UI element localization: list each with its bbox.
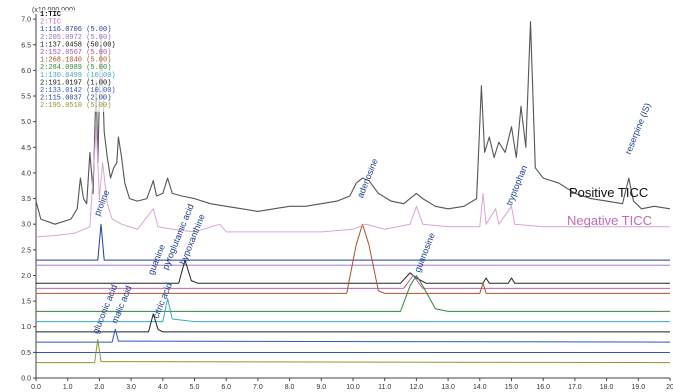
x-tick-label: 11.0 [378,384,391,391]
legend-entry: 1:268.1040 (5.00) [40,57,111,65]
x-tick-label: 4.0 [158,384,168,391]
series-line-negative-ticc [35,126,670,238]
legend-entry: 2:133.0142 (10.00) [40,87,116,95]
y-tick-label: 5.5 [21,94,31,101]
x-tick-label: 9.0 [316,384,326,391]
y-tick-label: 0.5 [21,350,31,357]
x-tick-label: 18.0 [600,384,614,391]
x-tick-label: 8.0 [285,384,295,391]
x-tick-label: 3.0 [126,384,136,391]
peak-annotation: guanosine [412,231,437,273]
x-tick-label: 0.0 [31,384,41,391]
series-line-2-195-0510 [36,339,671,364]
x-tick-label: 10.0 [346,384,360,391]
x-tick-label: 17.0 [568,384,582,391]
x-tick-label: 6.0 [221,384,231,391]
legend-entry: 2:284.0989 (5.00) [40,64,111,72]
x-tick-label: 19.0 [631,384,645,391]
x-tick-label: 5.0 [190,384,200,391]
legend-entry: 2:115.0037 (2.00) [40,95,111,103]
x-tick-label: 1.0 [63,384,73,391]
x-tick-label: 2.0 [95,384,105,391]
peak-annotation: proline [92,188,111,217]
series-line-1-268-1040 [36,223,670,294]
x-tick-label: 13.0 [441,384,455,391]
x-tick-label: 14.0 [473,384,487,391]
x-tick-label: 16.0 [536,384,550,391]
series-line-2-191-0197 [36,313,670,333]
legend-entry: 2:191.0197 (1.00) [40,79,111,87]
y-tick-label: 0.0 [21,376,31,383]
peak-annotation: citric acid [151,281,174,320]
legend-entry: 1:TIC [40,11,61,19]
legend-entry: 2:205.0972 (5.00) [40,34,111,42]
y-tick-label: 2.5 [21,247,31,254]
legend-entry: 2:TIC [40,19,61,27]
y-tick-label: 1.0 [21,324,31,331]
y-tick-label: 6.0 [21,68,31,75]
y-tick-label: 4.5 [21,145,31,152]
legend-entry: 2:152.0567 (5.00) [40,49,111,57]
peak-annotation: tryptophan [504,164,529,207]
legend-entry: 1:130.0499 (10.00) [40,72,116,80]
series-line-2-133-0142 [36,328,671,343]
y-tick-label: 7.0 [21,17,31,24]
y-tick-label: 3.5 [21,196,31,203]
series-line-1-137-0458 [36,259,670,284]
series-line-1-130-0499 [36,298,670,323]
series-line-1-116-0706 [36,223,670,261]
y-tick-label: 5.0 [21,119,31,126]
y-tick-label: 4.0 [21,170,31,177]
y-tick-label: 2.0 [21,273,31,280]
series-line-2-284-0989 [36,275,670,312]
x-tick-label: 15.0 [505,384,519,391]
y-tick-label: 3.0 [21,222,31,229]
x-tick-label: 7.0 [253,384,263,391]
peak-annotation: reserpine (IS) [623,101,653,155]
series-line-2-152-0567 [36,275,670,289]
legend-entry: 1:137.0458 (50.00) [40,41,116,49]
legend-entry: 2:195.0510 (5.00) [40,102,111,110]
x-tick-label: 12.0 [410,384,424,391]
legend-entry: 1:116.0706 (5.00) [40,26,111,34]
negative-ticc-label: Negative TICC [567,213,652,228]
y-tick-label: 1.5 [21,299,31,306]
y-tick-label: 6.5 [21,42,31,49]
positive-ticc-label: Positive TICC [569,185,648,200]
peak-annotation: adenosine [355,157,380,199]
x-tick-label: 20 [666,384,673,391]
legend-box [38,10,122,112]
